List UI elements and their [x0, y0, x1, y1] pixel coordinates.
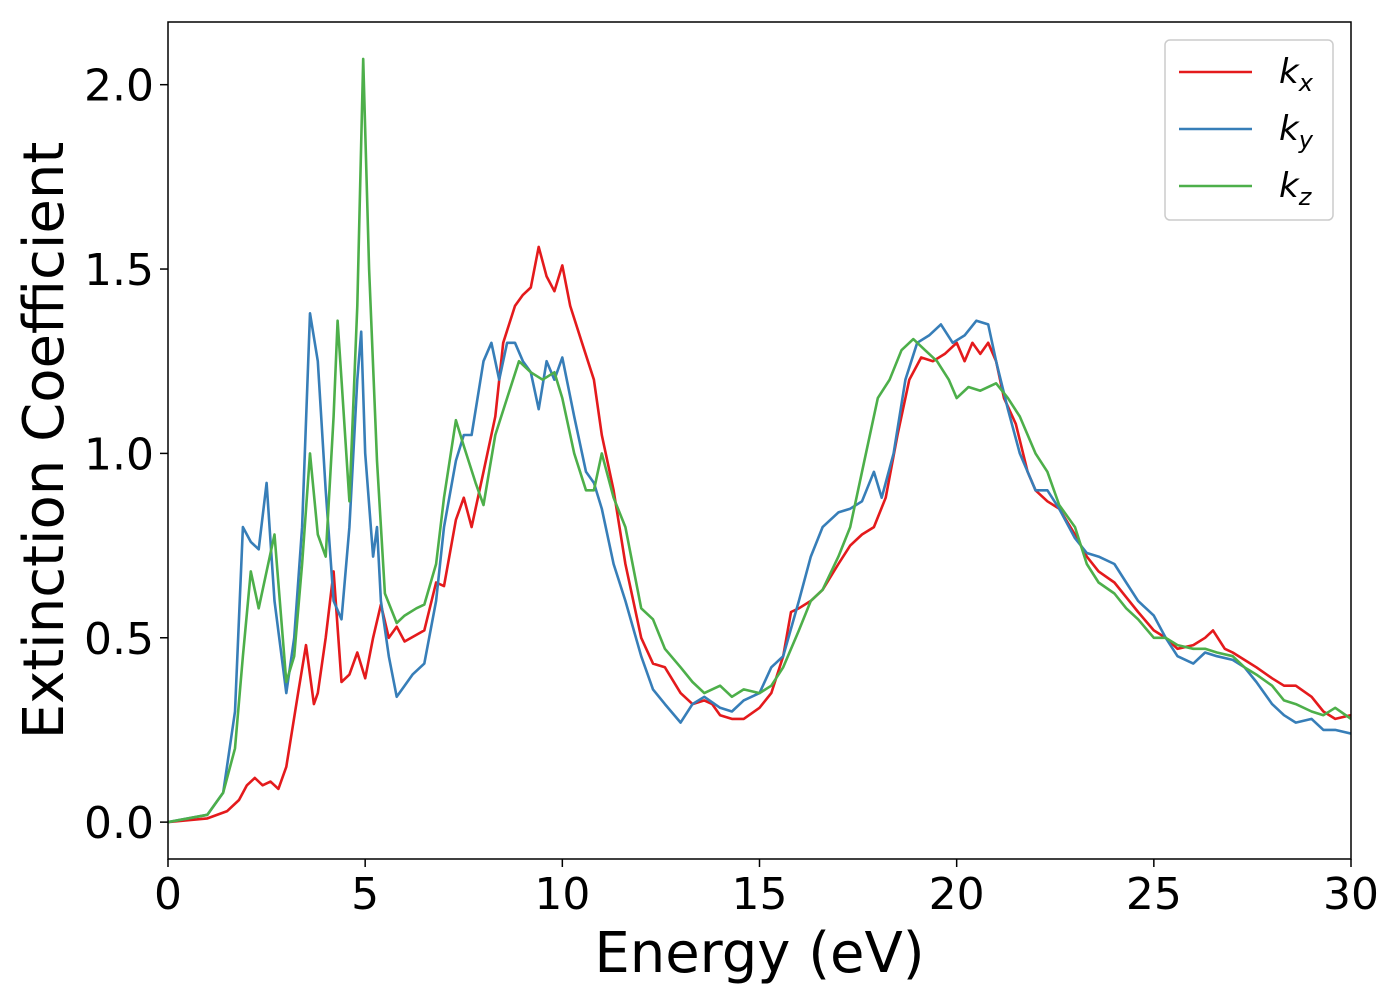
x-tick-label: 10	[534, 869, 590, 920]
legend-label-z: kz	[1279, 166, 1313, 211]
x-tick-label: 30	[1323, 869, 1379, 920]
y-tick-label: 0.0	[84, 798, 154, 849]
x-tick-label: 20	[929, 869, 985, 920]
x-tick-label: 5	[351, 869, 379, 920]
legend-label-x: kx	[1279, 52, 1314, 97]
series-line-x	[168, 245, 1351, 824]
x-tick-label: 15	[732, 869, 788, 920]
legend-label-y: ky	[1279, 109, 1314, 154]
series-line-z	[168, 57, 1351, 824]
series-layer	[168, 57, 1351, 824]
x-axis-label: Energy (eV)	[594, 921, 924, 986]
y-tick-label: 0.5	[84, 614, 154, 665]
y-axis-label: Extinction Coefficient	[12, 142, 77, 740]
series-line-y	[168, 312, 1351, 824]
x-axis-ticks: 0 5 10 15 20 25 30	[154, 859, 1379, 920]
y-tick-label: 1.0	[84, 429, 154, 480]
x-tick-label: 0	[154, 869, 182, 920]
y-axis-ticks: 0.0 0.5 1.0 1.5 2.0	[84, 61, 168, 849]
legend: kx ky kz	[1164, 39, 1334, 221]
y-tick-label: 1.5	[84, 245, 154, 296]
x-tick-label: 25	[1126, 869, 1182, 920]
y-tick-label: 2.0	[84, 61, 154, 112]
